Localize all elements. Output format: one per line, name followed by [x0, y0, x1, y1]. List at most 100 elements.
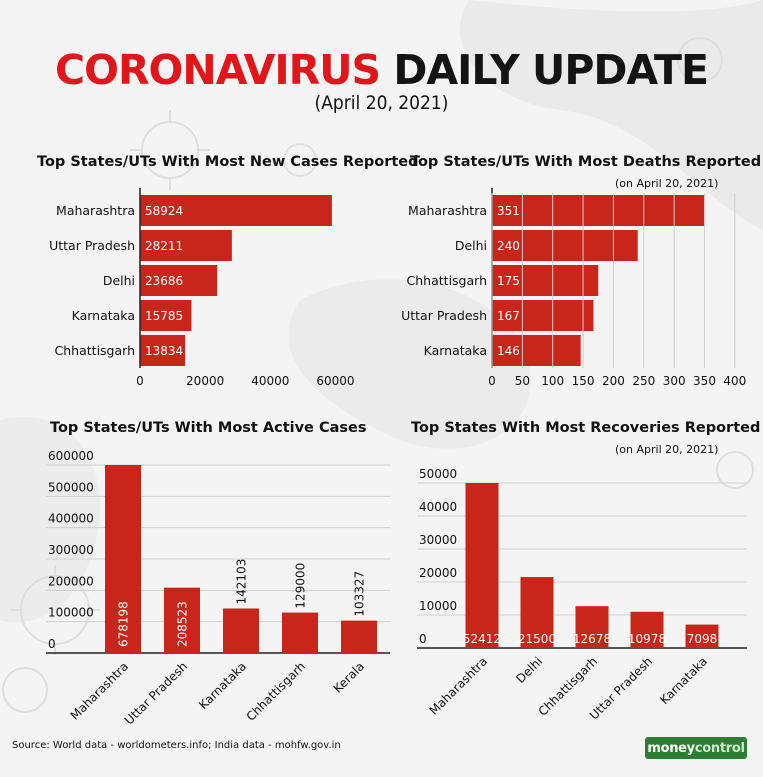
bar [140, 300, 192, 331]
data-label: 28211 [145, 239, 183, 253]
tick-label: 0 [48, 637, 56, 651]
data-label: 175 [497, 274, 520, 288]
tick-label: 100 [541, 374, 564, 388]
chart-deaths: Maharashtra 351 Delhi 240 Chhattisgarh 175 Utt… [401, 188, 746, 388]
tick-label: 600000 [48, 449, 94, 463]
category-label: Karnataka [72, 308, 135, 323]
category-label: Uttar Pradesh [122, 659, 190, 727]
bar [140, 230, 232, 261]
tick-label: 150 [572, 374, 595, 388]
category-label: Chhattisgarh [407, 273, 487, 288]
category-label: Karnataka [657, 654, 710, 707]
chart-active-title: Top States/UTs With Most Active Cases [50, 420, 367, 436]
tick-label: 40000 [419, 500, 457, 514]
category-label: Maharashtra [68, 659, 132, 723]
chart-deaths-subtitle: (on April 20, 2021) [615, 177, 719, 190]
source-note: Source: World data - worldometers.info; … [12, 740, 341, 751]
tick-label: 100000 [48, 606, 94, 620]
tick-label: 50000 [419, 467, 457, 481]
bar [492, 335, 581, 366]
category-label: Uttar Pradesh [49, 238, 135, 253]
tick-label: 300000 [48, 543, 94, 557]
tick-label: 40000 [251, 374, 289, 388]
data-label: 678198 [117, 601, 131, 647]
category-label: Chhattisgarh [244, 659, 309, 724]
title-coronavirus: CORONAVIRUS [55, 46, 381, 94]
chart-active: 0 100000 200000 300000 400000 500000 600000 678… [46, 449, 390, 727]
category-label: Delhi [455, 238, 487, 253]
category-label: Uttar Pradesh [401, 308, 487, 323]
data-label: 103327 [353, 571, 367, 617]
category-label: Delhi [103, 273, 135, 288]
bar [140, 265, 218, 296]
tick-label: 0 [488, 374, 496, 388]
data-label: 240 [497, 239, 520, 253]
category-label: Maharashtra [56, 203, 135, 218]
data-label: 58924 [145, 204, 183, 218]
category-label: Delhi [513, 654, 545, 686]
tick-label: 300 [663, 374, 686, 388]
data-label: 146 [497, 344, 520, 358]
bar [223, 608, 259, 653]
bar [492, 300, 594, 331]
bar [341, 620, 377, 653]
chart-recoveries-title: Top States With Most Recoveries Reported [411, 420, 761, 436]
bar [492, 265, 599, 296]
data-label: 23686 [145, 274, 183, 288]
tick-label: 200000 [48, 574, 94, 588]
tick-label: 350 [693, 374, 716, 388]
data-label: 351 [497, 204, 520, 218]
chart-recoveries: 0 10000 20000 30000 40000 50000 52412 Maharasht… [417, 467, 747, 722]
data-label: 129000 [294, 563, 308, 609]
bar [492, 195, 706, 226]
data-label: 13834 [145, 344, 183, 358]
bar [685, 624, 719, 648]
tick-label: 250 [632, 374, 655, 388]
bar [575, 606, 609, 648]
bar [630, 611, 664, 648]
bar [282, 612, 318, 653]
data-label: 15785 [145, 309, 183, 323]
tick-label: 400 [723, 374, 746, 388]
data-label: 10978 [628, 632, 666, 646]
data-label: 208523 [176, 601, 190, 647]
category-label: Chhattisgarh [55, 343, 135, 358]
tick-label: 20000 [419, 566, 457, 580]
title-daily-update: DAILY UPDATE [393, 46, 709, 94]
data-label: 12678 [573, 632, 611, 646]
page-title: CORONAVIRUS DAILY UPDATE [0, 46, 763, 94]
report-date: (April 20, 2021) [314, 92, 449, 114]
category-label: Karnataka [424, 343, 487, 358]
tick-label: 0 [419, 632, 427, 646]
data-label: 52412 [463, 632, 501, 646]
data-label: 21500 [518, 632, 556, 646]
chart-deaths-title: Top States/UTs With Most Deaths Reported [410, 154, 762, 170]
tick-label: 30000 [419, 533, 457, 547]
category-label: Kerala [331, 659, 368, 696]
bar [140, 195, 332, 226]
category-label: Maharashtra [427, 654, 491, 718]
tick-label: 60000 [316, 374, 354, 388]
category-label: Karnataka [196, 659, 249, 712]
data-label: 142103 [235, 559, 249, 605]
category-label: Maharashtra [408, 203, 487, 218]
tick-label: 10000 [419, 599, 457, 613]
tick-label: 50 [515, 374, 530, 388]
moneycontrol-logo: money control [645, 737, 747, 759]
chart-recoveries-subtitle: (on April 20, 2021) [615, 443, 719, 456]
bar [520, 577, 554, 648]
data-label: 167 [497, 309, 520, 323]
chart-new-cases: Maharashtra 58924 Uttar Pradesh 28211 Delhi 2… [49, 188, 355, 388]
tick-label: 200 [602, 374, 625, 388]
bar [465, 483, 499, 648]
data-label: 7098 [687, 632, 718, 646]
tick-label: 0 [136, 374, 144, 388]
bar [105, 465, 141, 653]
tick-label: 20000 [186, 374, 224, 388]
bar [140, 335, 186, 366]
tick-label: 400000 [48, 512, 94, 526]
chart-new-cases-title: Top States/UTs With Most New Cases Repor… [37, 154, 419, 170]
tick-label: 500000 [48, 480, 94, 494]
bar [164, 587, 200, 653]
